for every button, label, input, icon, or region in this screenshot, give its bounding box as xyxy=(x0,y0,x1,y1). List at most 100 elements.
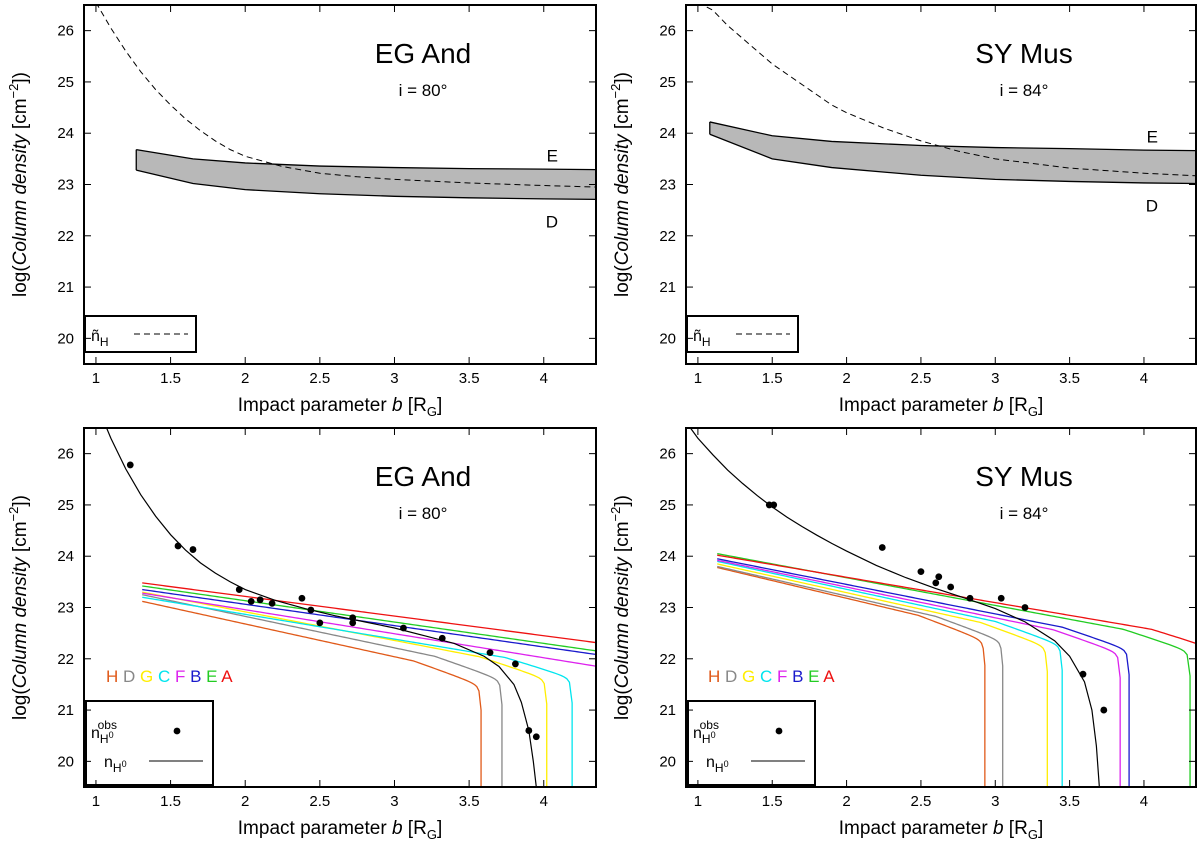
model-letter-e: E xyxy=(201,667,217,686)
legend: ñH xyxy=(686,315,799,353)
legend-label-nH: ñH xyxy=(91,328,109,349)
band-label-d: D xyxy=(1146,196,1158,215)
model-letter-f: F xyxy=(772,667,787,686)
model-letter-d: D xyxy=(118,667,135,686)
y-tick-label: 26 xyxy=(57,446,74,463)
plot-area xyxy=(689,428,1196,787)
y-tick-label: 21 xyxy=(659,702,676,719)
y-tick-label: 25 xyxy=(659,497,676,514)
observation-point xyxy=(878,544,886,551)
model-curve-h xyxy=(142,600,482,787)
y-tick-label: 26 xyxy=(57,23,74,40)
band-upper-line xyxy=(136,148,596,171)
band-fill xyxy=(136,149,596,200)
x-tick-label: 2 xyxy=(241,370,249,387)
y-tick-label: 21 xyxy=(659,279,676,296)
plot-frame xyxy=(685,427,1197,788)
plot-frame xyxy=(83,427,597,788)
model-curve-b xyxy=(717,558,1130,787)
star-name: EG And xyxy=(375,461,472,492)
x-tick-label: 1 xyxy=(694,793,702,810)
x-tick-label: 1.5 xyxy=(762,793,783,810)
y-tick-label: 23 xyxy=(57,177,74,194)
x-tick-label: 1.5 xyxy=(160,793,181,810)
observation-point xyxy=(1021,604,1029,611)
model-curve-a xyxy=(717,554,1196,645)
x-tick-label: 4 xyxy=(540,793,548,810)
observation-point xyxy=(917,568,925,575)
panel-eg-and-top: E DñH EG And i = 80° 1 1.5 2 2.5 3 3.5 4 20 21 22 23 24… xyxy=(6,4,597,419)
observation-point xyxy=(486,649,494,657)
observation-point xyxy=(235,586,243,593)
y-tick-label: 20 xyxy=(659,753,676,770)
observation-point xyxy=(174,542,182,550)
x-tick-label: 3 xyxy=(991,370,999,387)
y-tick-label: 23 xyxy=(659,177,676,194)
x-tick-label: 2.5 xyxy=(910,793,931,810)
plot-area xyxy=(105,428,596,787)
legend-dot-sample xyxy=(775,727,783,735)
y-tick-label: 25 xyxy=(659,74,676,91)
model-letter-g: G xyxy=(135,667,153,686)
model-letter-a: A xyxy=(217,667,233,686)
x-tick-label: 4 xyxy=(540,370,548,387)
legend-label-fit: nH0 xyxy=(104,754,127,775)
observation-point xyxy=(438,634,446,642)
inclination-label: i = 80° xyxy=(399,504,448,523)
legend: ñH xyxy=(84,315,197,353)
y-tick-label: 21 xyxy=(57,702,74,719)
y-tick-label: 22 xyxy=(57,228,74,245)
model-letter-a: A xyxy=(819,667,835,686)
x-axis-title: Impact parameter b [RG] xyxy=(238,395,442,419)
x-tick-label: 2.5 xyxy=(910,370,931,387)
model-curve-f xyxy=(142,592,596,667)
x-tick-label: 4 xyxy=(1140,370,1148,387)
x-tick-label: 3 xyxy=(390,370,398,387)
model-curve-g xyxy=(717,563,1048,787)
observation-point xyxy=(189,546,197,553)
observation-point xyxy=(316,619,324,627)
model-letter-g: G xyxy=(737,667,755,686)
y-tick-label: 24 xyxy=(659,125,676,142)
dashed-curve-nH xyxy=(701,5,1196,177)
y-tick-label: 24 xyxy=(659,548,676,565)
y-tick-label: 24 xyxy=(57,125,74,142)
y-tick-label: 20 xyxy=(57,753,74,770)
plot-area xyxy=(701,5,1196,185)
y-tick-label: 22 xyxy=(659,651,676,668)
model-letter-e: E xyxy=(803,667,819,686)
y-tick-label: 23 xyxy=(57,600,74,617)
star-name: EG And xyxy=(375,38,472,69)
observation-point xyxy=(966,594,974,602)
y-tick-label: 22 xyxy=(57,651,74,668)
fit-curve-nH0 xyxy=(689,428,1100,787)
y-tick-label: 25 xyxy=(57,497,74,514)
legend-label-obs: nH0obs xyxy=(693,718,719,746)
model-curve-c xyxy=(717,560,1063,787)
x-tick-label: 4 xyxy=(1140,793,1148,810)
x-tick-label: 3.5 xyxy=(459,793,480,810)
x-tick-label: 3.5 xyxy=(1059,793,1080,810)
x-axis-title: Impact parameter b [RG] xyxy=(839,818,1043,842)
observation-point xyxy=(525,727,533,734)
observation-point xyxy=(1100,706,1108,714)
y-tick-label: 20 xyxy=(659,330,676,347)
band-lower-line xyxy=(136,169,596,201)
x-tick-label: 2.5 xyxy=(309,793,330,810)
model-curve-b xyxy=(142,588,596,656)
observation-point xyxy=(349,614,357,622)
model-curve-f xyxy=(717,559,1121,787)
band-label-e: E xyxy=(547,147,558,166)
observation-point xyxy=(935,573,943,581)
model-curve-c xyxy=(142,596,573,787)
y-tick-label: 24 xyxy=(57,548,74,565)
legend-label-fit: nH0 xyxy=(706,754,729,775)
x-tick-label: 3 xyxy=(390,793,398,810)
x-tick-label: 3.5 xyxy=(1059,370,1080,387)
x-axis-title: Impact parameter b [RG] xyxy=(839,395,1043,419)
y-tick-label: 26 xyxy=(659,446,676,463)
observation-point xyxy=(947,583,955,591)
legend-dot-sample xyxy=(173,727,181,735)
model-letter-h: H xyxy=(708,667,720,686)
